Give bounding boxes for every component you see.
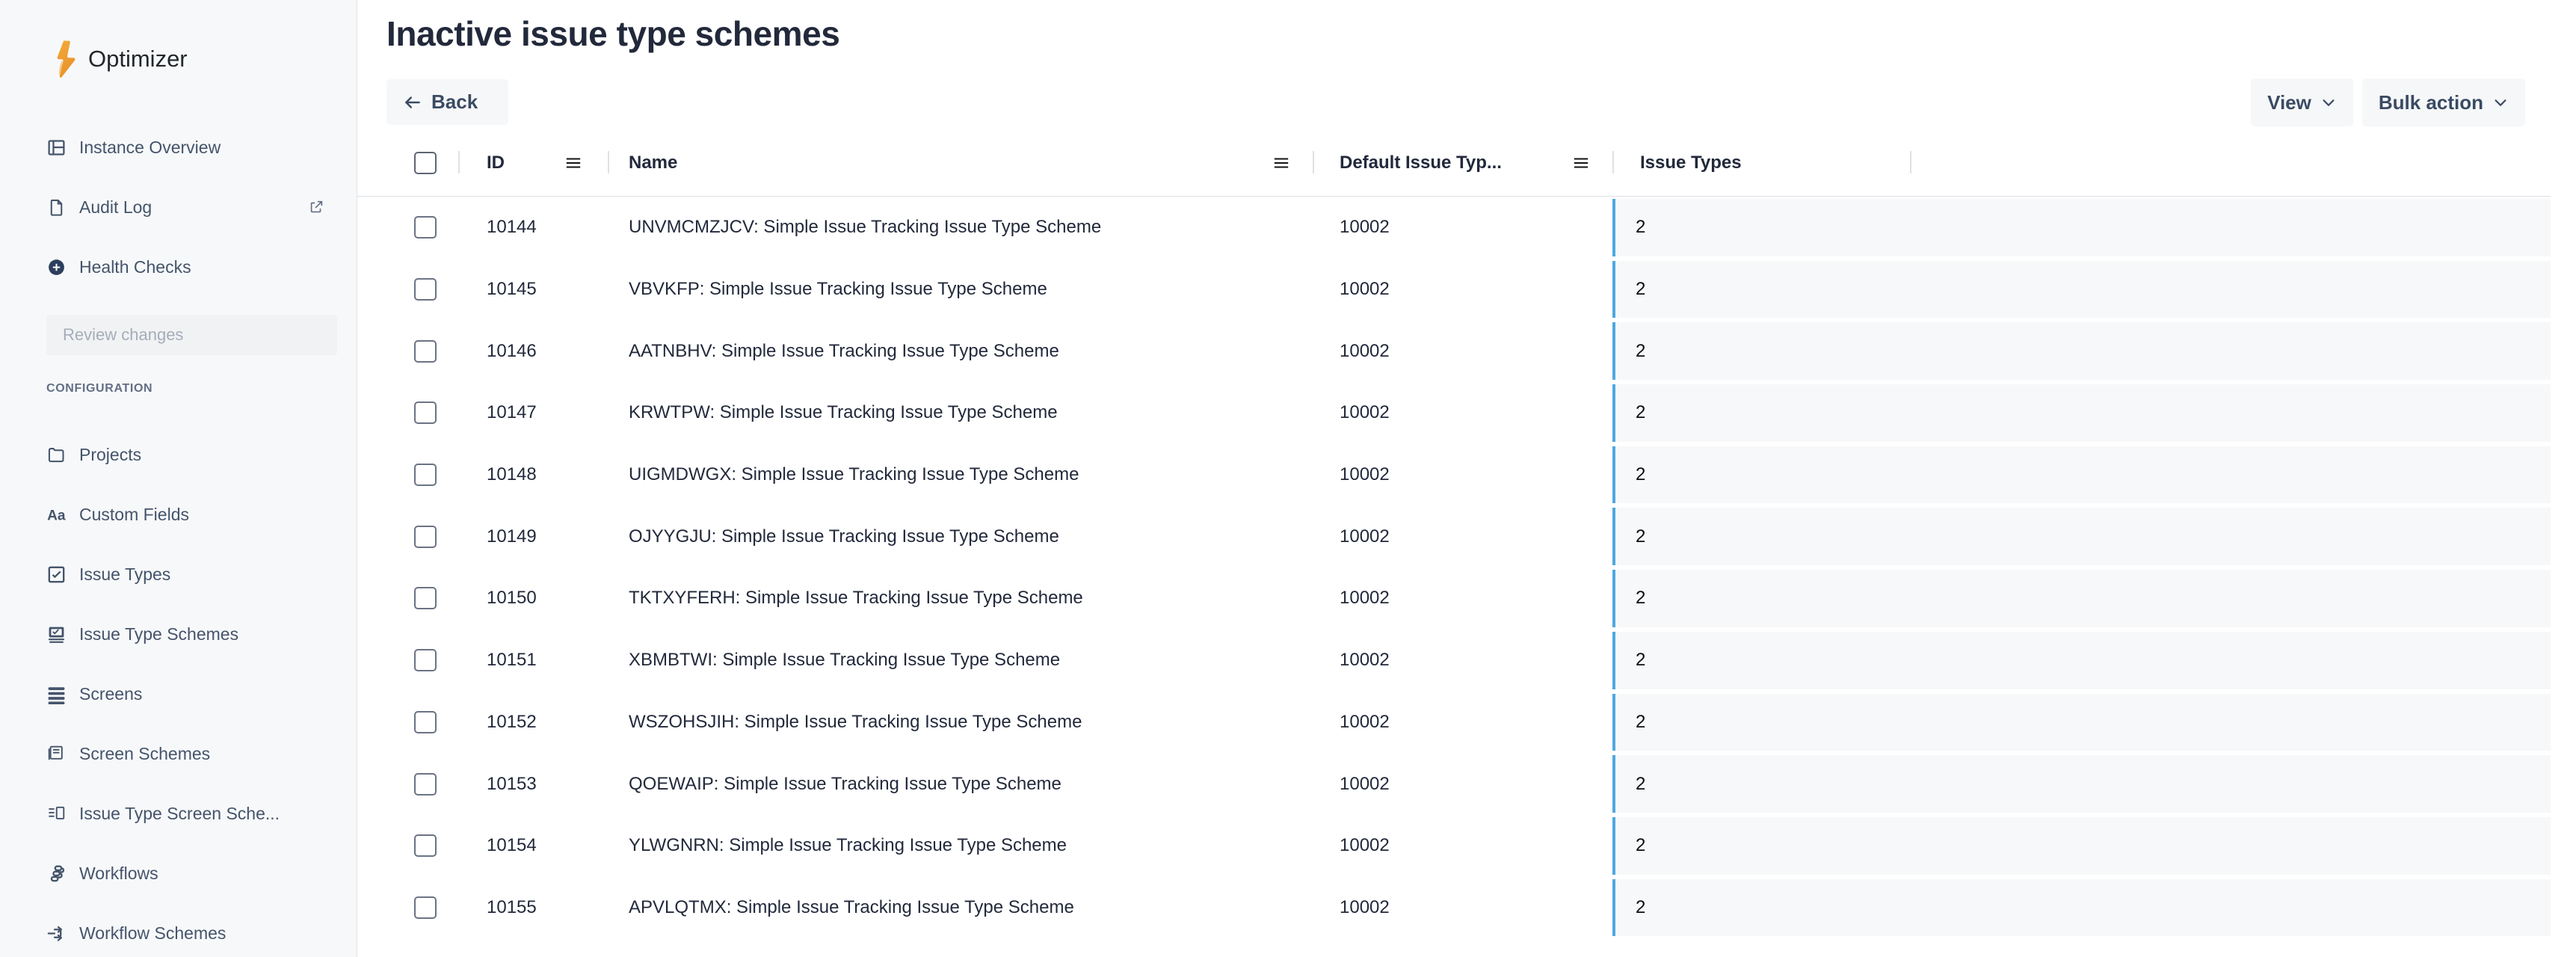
svg-text:Aa: Aa bbox=[47, 508, 66, 523]
